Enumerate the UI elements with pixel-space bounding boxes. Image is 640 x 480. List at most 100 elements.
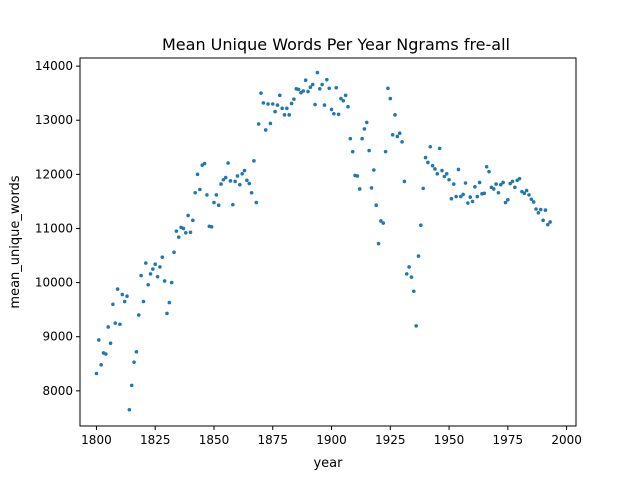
data-point-163 <box>477 180 482 185</box>
data-point-176 <box>508 181 512 186</box>
data-point-4 <box>104 352 108 356</box>
data-point-145 <box>435 172 440 176</box>
data-point-12 <box>122 299 127 304</box>
data-point-161 <box>473 185 477 189</box>
data-point-177 <box>510 179 515 184</box>
data-point-28 <box>160 255 165 259</box>
data-point-189 <box>538 207 543 212</box>
data-point-136 <box>414 324 418 328</box>
data-point-146 <box>437 146 442 151</box>
data-point-173 <box>501 180 505 185</box>
data-point-112 <box>357 187 362 191</box>
data-point-155 <box>459 194 463 199</box>
data-point-38 <box>183 231 188 235</box>
data-point-118 <box>372 168 376 172</box>
data-point-47 <box>205 193 209 197</box>
data-point-133 <box>407 265 411 269</box>
data-point-104 <box>339 96 343 101</box>
data-point-46 <box>202 161 207 166</box>
data-point-69 <box>256 122 261 126</box>
data-point-83 <box>289 101 294 106</box>
data-point-94 <box>315 70 320 75</box>
data-point-41 <box>191 218 195 223</box>
data-point-7 <box>111 302 115 307</box>
data-point-74 <box>268 121 273 126</box>
data-point-15 <box>129 383 134 388</box>
data-point-37 <box>181 226 186 231</box>
x-axis-label: year <box>313 456 343 471</box>
data-point-77 <box>275 103 280 107</box>
data-point-84 <box>292 97 296 101</box>
data-point-186 <box>531 200 536 204</box>
data-point-75 <box>270 102 275 106</box>
data-point-14 <box>127 407 132 412</box>
data-point-58 <box>231 202 235 207</box>
data-point-130 <box>400 140 404 144</box>
data-point-158 <box>466 201 470 205</box>
y-tick-label: 14000 <box>35 59 73 73</box>
data-point-160 <box>470 199 475 204</box>
x-tick-label: 1975 <box>493 433 524 447</box>
data-point-89 <box>303 78 308 82</box>
data-point-5 <box>106 325 111 329</box>
data-point-64 <box>245 178 249 183</box>
data-point-50 <box>212 200 216 205</box>
data-point-2 <box>99 363 103 367</box>
plot-area-frame <box>79 57 577 427</box>
data-point-30 <box>165 311 169 316</box>
data-point-132 <box>404 272 409 276</box>
data-point-100 <box>329 107 334 112</box>
data-point-92 <box>310 82 315 87</box>
y-axis-label: mean_unique_words <box>8 175 23 308</box>
data-point-122 <box>381 221 386 225</box>
data-point-19 <box>139 273 143 278</box>
data-point-182 <box>522 191 527 196</box>
data-point-143 <box>430 163 435 168</box>
data-point-54 <box>221 177 226 182</box>
data-point-116 <box>367 148 371 153</box>
data-point-107 <box>346 104 350 109</box>
data-point-113 <box>360 136 364 141</box>
data-point-22 <box>146 282 150 287</box>
data-point-27 <box>158 265 162 269</box>
data-point-25 <box>153 262 158 266</box>
data-point-131 <box>402 179 407 184</box>
y-tick-label: 11000 <box>35 221 73 235</box>
y-tick-label: 13000 <box>35 113 73 127</box>
data-point-114 <box>362 127 367 131</box>
data-point-137 <box>416 254 421 258</box>
data-point-73 <box>266 102 270 106</box>
data-point-34 <box>174 229 179 233</box>
data-point-102 <box>334 85 339 90</box>
data-point-95 <box>317 87 322 91</box>
data-point-66 <box>249 190 254 195</box>
data-point-88 <box>301 89 306 93</box>
data-point-96 <box>320 82 324 87</box>
data-point-52 <box>216 203 221 207</box>
data-point-56 <box>226 161 230 165</box>
data-point-147 <box>440 168 444 173</box>
data-point-0 <box>94 371 99 376</box>
data-point-166 <box>484 164 489 169</box>
data-point-121 <box>379 219 383 223</box>
data-point-134 <box>409 275 414 279</box>
data-point-127 <box>393 113 397 117</box>
data-point-97 <box>322 103 327 107</box>
data-point-76 <box>273 109 277 114</box>
data-point-33 <box>172 250 176 255</box>
data-point-62 <box>240 172 244 176</box>
data-point-140 <box>423 155 428 160</box>
data-point-16 <box>132 360 136 364</box>
data-point-86 <box>296 87 301 92</box>
data-point-150 <box>447 177 451 182</box>
data-point-81 <box>285 106 289 111</box>
data-point-115 <box>364 120 369 125</box>
x-tick-label: 1875 <box>257 433 288 447</box>
data-point-156 <box>461 192 465 197</box>
data-point-35 <box>176 235 181 239</box>
data-point-39 <box>186 213 190 218</box>
data-point-80 <box>282 113 287 117</box>
data-point-17 <box>134 350 139 354</box>
